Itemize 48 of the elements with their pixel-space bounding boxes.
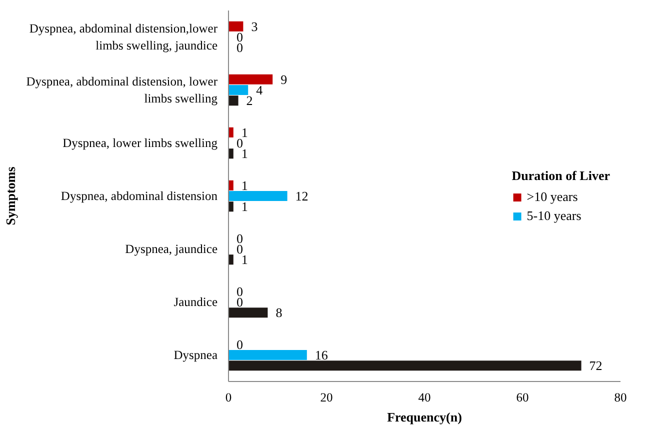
data-label: 0 <box>236 30 243 44</box>
bar <box>228 202 234 212</box>
data-label: 1 <box>241 146 248 162</box>
y-tick-label: Dyspnea, abdominal distension <box>60 189 218 203</box>
data-label: 0 <box>236 136 243 150</box>
y-axis-title: Symptoms <box>3 166 18 226</box>
data-label: 0 <box>236 230 243 246</box>
bar <box>228 148 234 159</box>
legend-label: 5-10 years <box>526 208 582 224</box>
y-tick-label: Dyspnea <box>174 348 218 362</box>
x-axis-title: Frequency(n) <box>387 410 462 424</box>
bar <box>228 180 234 190</box>
x-tick-label: 60 <box>516 390 529 404</box>
y-tick-label: Dyspnea, jaundice <box>125 242 218 256</box>
legend-title: Duration of Liver <box>512 168 610 184</box>
bar <box>228 190 288 202</box>
data-label: 1 <box>241 124 248 140</box>
data-label: 16 <box>314 348 328 362</box>
bar <box>228 254 234 265</box>
bar <box>228 21 244 32</box>
y-tick-label: Jaundice <box>174 295 218 309</box>
x-tick-label: 80 <box>614 390 627 404</box>
data-label: 12 <box>295 188 308 204</box>
x-tick-label: 40 <box>418 390 431 404</box>
bar <box>228 127 234 138</box>
y-tick-label: Dyspnea, abdominal distension, lower limbs swelling <box>26 74 218 106</box>
data-label: 4 <box>256 82 264 98</box>
bar <box>228 308 268 318</box>
bar <box>228 96 238 106</box>
x-tick-label: 20 <box>320 390 333 404</box>
data-label: 1 <box>241 252 248 268</box>
data-label: 0 <box>236 336 243 352</box>
data-label: 1 <box>241 178 248 193</box>
legend-label: >10 years <box>526 188 578 204</box>
data-label: 8 <box>276 305 282 320</box>
y-tick-label: Dyspnea, lower limbs swelling <box>62 136 218 150</box>
bar <box>228 84 248 96</box>
x-tick-label: 0 <box>225 390 232 404</box>
data-label: 1 <box>241 199 248 214</box>
bar <box>228 74 273 84</box>
data-label: 9 <box>280 72 288 87</box>
data-label: 0 <box>236 284 243 299</box>
y-tick-label: Dyspnea, abdominal distension,lower limbs swelling, jaundice <box>29 22 218 52</box>
data-label: 2 <box>246 93 253 108</box>
data-label: 72 <box>589 358 602 374</box>
data-label: 3 <box>251 18 258 34</box>
bar <box>228 360 582 371</box>
bar <box>228 350 307 360</box>
